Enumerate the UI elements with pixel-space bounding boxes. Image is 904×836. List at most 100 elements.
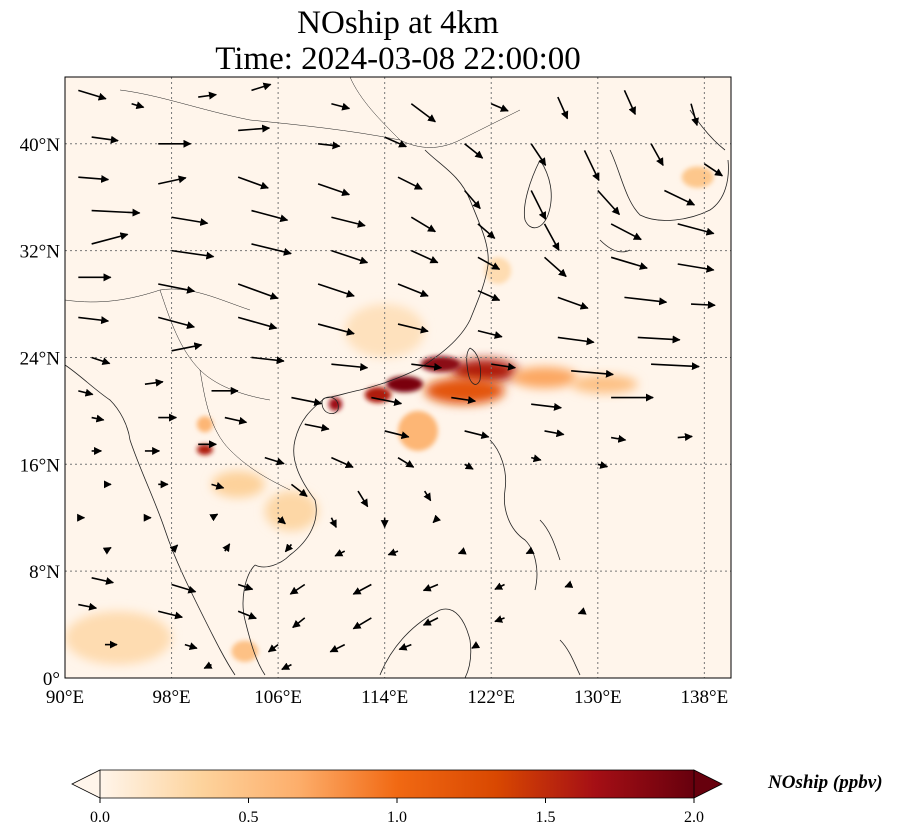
wind-arrow: [198, 91, 217, 100]
wind-arrow: [530, 190, 547, 221]
plume-15: [681, 166, 714, 188]
wind-arrow: [623, 90, 636, 116]
wind-arrow: [624, 296, 668, 306]
wind-arrow: [677, 223, 715, 236]
wind-arrow: [203, 661, 213, 669]
wind-arrow: [637, 335, 681, 344]
wind-vectors: [77, 82, 724, 671]
wind-arrow: [304, 423, 330, 432]
wind-arrow: [331, 249, 369, 265]
wind-arrow: [224, 416, 248, 425]
wind-arrow: [352, 617, 372, 630]
colorbar-tick-label: 1.0: [387, 809, 407, 826]
wind-arrow: [317, 183, 351, 197]
wind-arrow: [690, 103, 699, 127]
wind-arrow: [451, 396, 477, 405]
wind-arrow: [329, 517, 337, 529]
colorbar: 0.0 0.5 1.0 1.5 2.0 NOship (ppbv): [71, 769, 883, 826]
colorbar-tick-label: 0.0: [90, 809, 110, 826]
wind-arrow: [397, 283, 429, 298]
wind-arrow: [564, 580, 574, 588]
wind-arrow: [423, 490, 432, 502]
wind-arrow: [334, 549, 346, 557]
wind-arrow: [264, 456, 285, 466]
wind-arrow: [78, 602, 98, 611]
wind-arrow: [317, 283, 355, 298]
wind-arrow: [289, 583, 306, 595]
wind-arrow: [490, 102, 509, 112]
wind-arrow: [691, 300, 716, 309]
wind-arrow: [650, 143, 664, 167]
wind-arrow: [610, 223, 642, 241]
wind-arrow: [209, 513, 219, 522]
wind-arrow: [583, 150, 600, 182]
wind-arrow: [171, 216, 209, 226]
wind-arrow: [525, 546, 535, 555]
wind-arrow: [477, 329, 503, 339]
plume-1: [420, 356, 461, 373]
colorbar-gradient: [100, 770, 694, 798]
wind-arrow: [91, 208, 141, 217]
colorbar-ticks: 0.0 0.5 1.0 1.5 2.0: [90, 798, 704, 826]
wind-arrow: [237, 283, 279, 300]
lat-tick-label: 16°N: [20, 455, 61, 476]
wind-arrow: [91, 414, 105, 423]
wind-arrow: [237, 583, 254, 591]
wind-arrow: [237, 610, 257, 620]
plume-14: [65, 611, 172, 665]
wind-arrow: [352, 583, 372, 595]
wind-arrow: [331, 363, 369, 372]
wind-arrow: [477, 289, 501, 302]
wind-arrow: [184, 642, 198, 650]
wind-arrow: [91, 577, 115, 585]
lat-tick-label: 0°: [43, 669, 60, 690]
lon-tick-label: 106°E: [254, 687, 302, 708]
wind-arrow: [464, 143, 484, 159]
plume-16: [344, 304, 425, 358]
wind-arrow: [317, 141, 341, 150]
wind-arrow: [91, 232, 129, 245]
wind-arrow: [158, 175, 187, 185]
wind-arrow: [410, 216, 437, 233]
wind-arrow: [384, 430, 410, 440]
wind-arrow: [410, 103, 436, 123]
wind-arrow: [284, 543, 294, 553]
plume-6: [511, 366, 578, 389]
wind-arrow: [571, 369, 614, 378]
wind-arrow: [557, 336, 595, 346]
wind-arrow: [494, 615, 505, 623]
wind-arrow: [238, 124, 271, 133]
gridlines: [65, 77, 731, 678]
wind-arrow: [597, 189, 620, 216]
wind-arrow: [664, 189, 696, 206]
wind-arrow: [251, 82, 272, 92]
wind-arrow: [331, 216, 366, 228]
lon-tick-label: 138°E: [681, 687, 729, 708]
wind-arrow: [281, 662, 292, 671]
wind-arrow: [677, 433, 693, 441]
plume-9: [196, 444, 213, 455]
wind-arrow: [422, 617, 439, 626]
wind-arrow: [457, 547, 467, 555]
wind-arrow: [277, 516, 286, 525]
lon-tick-label: 90°E: [46, 687, 84, 708]
wind-arrow: [387, 548, 399, 556]
wind-arrow: [471, 641, 481, 649]
wind-arrow: [464, 462, 474, 470]
wind-arrow: [102, 546, 112, 555]
wind-arrow: [144, 378, 164, 387]
wind-arrow: [677, 263, 715, 273]
lat-tick-label: 24°N: [20, 348, 61, 369]
plume-2: [386, 376, 424, 393]
wind-arrow: [463, 189, 481, 210]
wind-arrow: [237, 316, 278, 331]
wind-arrow: [251, 209, 289, 223]
wind-arrow: [411, 362, 443, 371]
wind-arrow: [577, 607, 587, 615]
wind-arrow: [131, 101, 145, 110]
wind-arrow: [557, 296, 589, 310]
colorbar-tick-label: 2.0: [684, 809, 704, 826]
plume-4: [328, 397, 343, 411]
wind-arrow: [158, 316, 196, 330]
